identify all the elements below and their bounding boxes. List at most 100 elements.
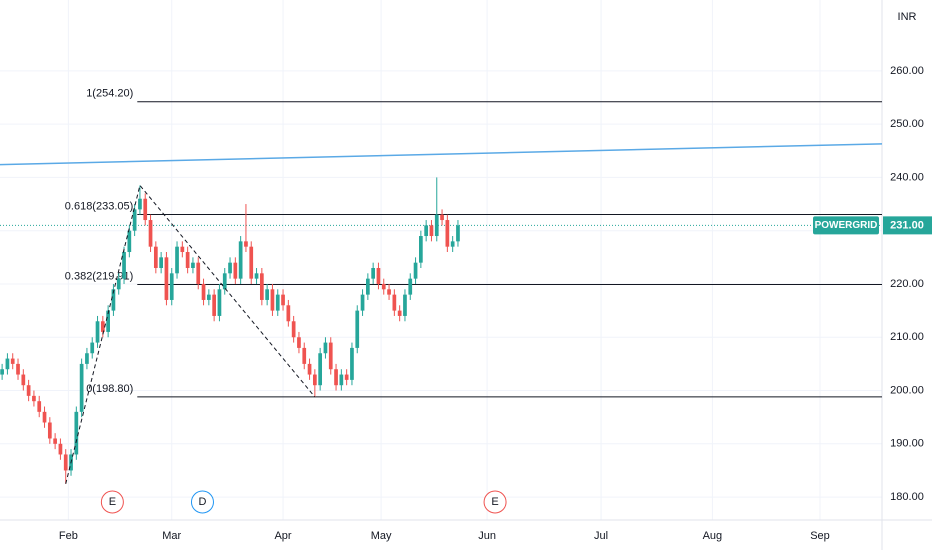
candle-body bbox=[365, 278, 370, 295]
candle-body bbox=[334, 369, 338, 386]
fib-label: 1(254.20) bbox=[86, 88, 133, 100]
candle-body bbox=[153, 246, 158, 268]
candle-body bbox=[53, 438, 57, 444]
candle-body bbox=[21, 374, 26, 386]
price-label: 231.00 bbox=[890, 219, 924, 231]
event-label: E bbox=[109, 496, 116, 508]
y-tick-label: 250.00 bbox=[890, 118, 924, 130]
candle-body bbox=[392, 294, 397, 311]
candle-body bbox=[291, 321, 296, 338]
candle-body bbox=[217, 289, 222, 316]
candle-body bbox=[175, 246, 179, 274]
candle-body bbox=[26, 385, 31, 396]
candle-body bbox=[148, 220, 153, 247]
candle-body bbox=[387, 289, 391, 295]
candle-body bbox=[106, 310, 110, 332]
candle-body bbox=[286, 305, 291, 322]
candle-body bbox=[424, 225, 429, 237]
candle-body bbox=[360, 294, 365, 311]
candle-body bbox=[47, 422, 52, 439]
candle-body bbox=[10, 358, 15, 364]
candle-body bbox=[371, 267, 376, 279]
currency-label: INR bbox=[898, 11, 917, 23]
x-tick-label: Mar bbox=[162, 530, 181, 542]
candle-body bbox=[270, 289, 275, 311]
candle-body bbox=[206, 294, 211, 300]
candle-body bbox=[281, 294, 285, 306]
x-tick-label: Aug bbox=[703, 530, 723, 542]
candle-body bbox=[445, 220, 450, 247]
x-tick-label: May bbox=[371, 530, 392, 542]
candle-body bbox=[376, 267, 381, 284]
candle-body bbox=[185, 252, 190, 268]
candle-body bbox=[318, 353, 323, 386]
candle-body bbox=[111, 289, 116, 311]
candle-body bbox=[222, 273, 227, 290]
candle-body bbox=[79, 363, 84, 412]
candle-body bbox=[413, 262, 418, 279]
candle-body bbox=[302, 347, 307, 364]
candle-body bbox=[307, 363, 312, 375]
candle-body bbox=[58, 443, 63, 455]
event-marker bbox=[100, 490, 124, 514]
candle-body bbox=[403, 294, 407, 316]
candle-body bbox=[85, 353, 89, 364]
candle-body bbox=[169, 273, 174, 300]
candle-body bbox=[419, 236, 423, 263]
candle-body bbox=[339, 374, 344, 386]
x-tick-label: Jun bbox=[478, 530, 496, 542]
x-tick-label: Apr bbox=[274, 530, 291, 542]
event-marker bbox=[190, 490, 214, 514]
candle-body bbox=[42, 411, 47, 423]
x-tick-label: Feb bbox=[59, 530, 78, 542]
fib-label: 0.618(233.05) bbox=[65, 200, 134, 212]
candle-body bbox=[434, 214, 439, 237]
x-tick-label: Sep bbox=[810, 530, 830, 542]
candle-body bbox=[397, 310, 402, 316]
y-tick-label: 200.00 bbox=[890, 384, 924, 396]
candle-body bbox=[259, 273, 264, 300]
candle-body bbox=[201, 283, 206, 300]
candle-body bbox=[456, 225, 460, 242]
candle-body bbox=[328, 342, 333, 370]
y-tick-label: 180.00 bbox=[890, 491, 924, 503]
candle-body bbox=[74, 411, 79, 455]
candle-body bbox=[265, 289, 269, 300]
candle-body bbox=[323, 342, 328, 354]
y-tick-label: 220.00 bbox=[890, 278, 924, 290]
candle-body bbox=[164, 257, 169, 300]
candle-body bbox=[138, 198, 142, 210]
candle-body bbox=[297, 337, 301, 348]
candle-body bbox=[355, 310, 360, 348]
candle-body bbox=[0, 369, 4, 375]
event-label: D bbox=[199, 496, 207, 508]
y-tick-label: 210.00 bbox=[890, 331, 924, 343]
candle-body bbox=[450, 241, 455, 247]
candle-body bbox=[132, 209, 137, 231]
candle-body bbox=[159, 257, 163, 268]
x-tick-label: Jul bbox=[594, 530, 608, 542]
candle-body bbox=[381, 283, 386, 290]
candle-body bbox=[143, 198, 148, 221]
fib-label: 0(198.80) bbox=[86, 383, 133, 395]
event-label: E bbox=[491, 496, 498, 508]
trend-line bbox=[0, 143, 883, 166]
candle-body bbox=[350, 347, 354, 380]
candle-body bbox=[238, 241, 243, 279]
candle-body bbox=[429, 225, 434, 237]
zigzag-line bbox=[65, 184, 316, 484]
candle-body bbox=[37, 401, 42, 412]
candle-body bbox=[408, 278, 413, 295]
candle-body bbox=[275, 294, 280, 311]
candle-body bbox=[440, 214, 444, 221]
candle-body bbox=[312, 374, 317, 386]
candle-body bbox=[90, 342, 95, 354]
candle-body bbox=[228, 262, 232, 274]
y-tick-label: 260.00 bbox=[890, 65, 924, 77]
event-marker bbox=[483, 490, 507, 514]
candle-body bbox=[212, 294, 216, 316]
candle-body bbox=[122, 252, 126, 279]
candle-body bbox=[180, 246, 185, 253]
